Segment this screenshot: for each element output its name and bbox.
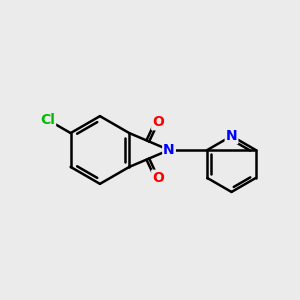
Text: O: O [152, 171, 164, 185]
Text: N: N [226, 129, 237, 143]
Text: O: O [152, 115, 164, 129]
Text: N: N [163, 143, 175, 157]
Text: Cl: Cl [40, 113, 55, 127]
